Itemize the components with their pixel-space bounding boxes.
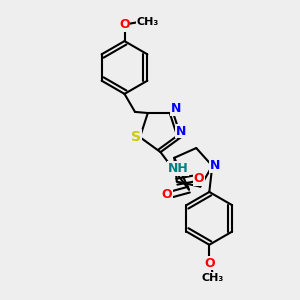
Text: CH₃: CH₃ — [136, 16, 159, 27]
Text: NH: NH — [167, 162, 188, 175]
Text: CH₃: CH₃ — [201, 273, 224, 283]
Text: S: S — [131, 130, 141, 144]
Text: N: N — [171, 102, 181, 115]
Text: O: O — [204, 257, 214, 270]
Text: O: O — [119, 18, 130, 31]
Text: N: N — [209, 159, 220, 172]
Text: N: N — [176, 125, 186, 138]
Text: O: O — [194, 172, 204, 185]
Text: O: O — [162, 188, 172, 201]
